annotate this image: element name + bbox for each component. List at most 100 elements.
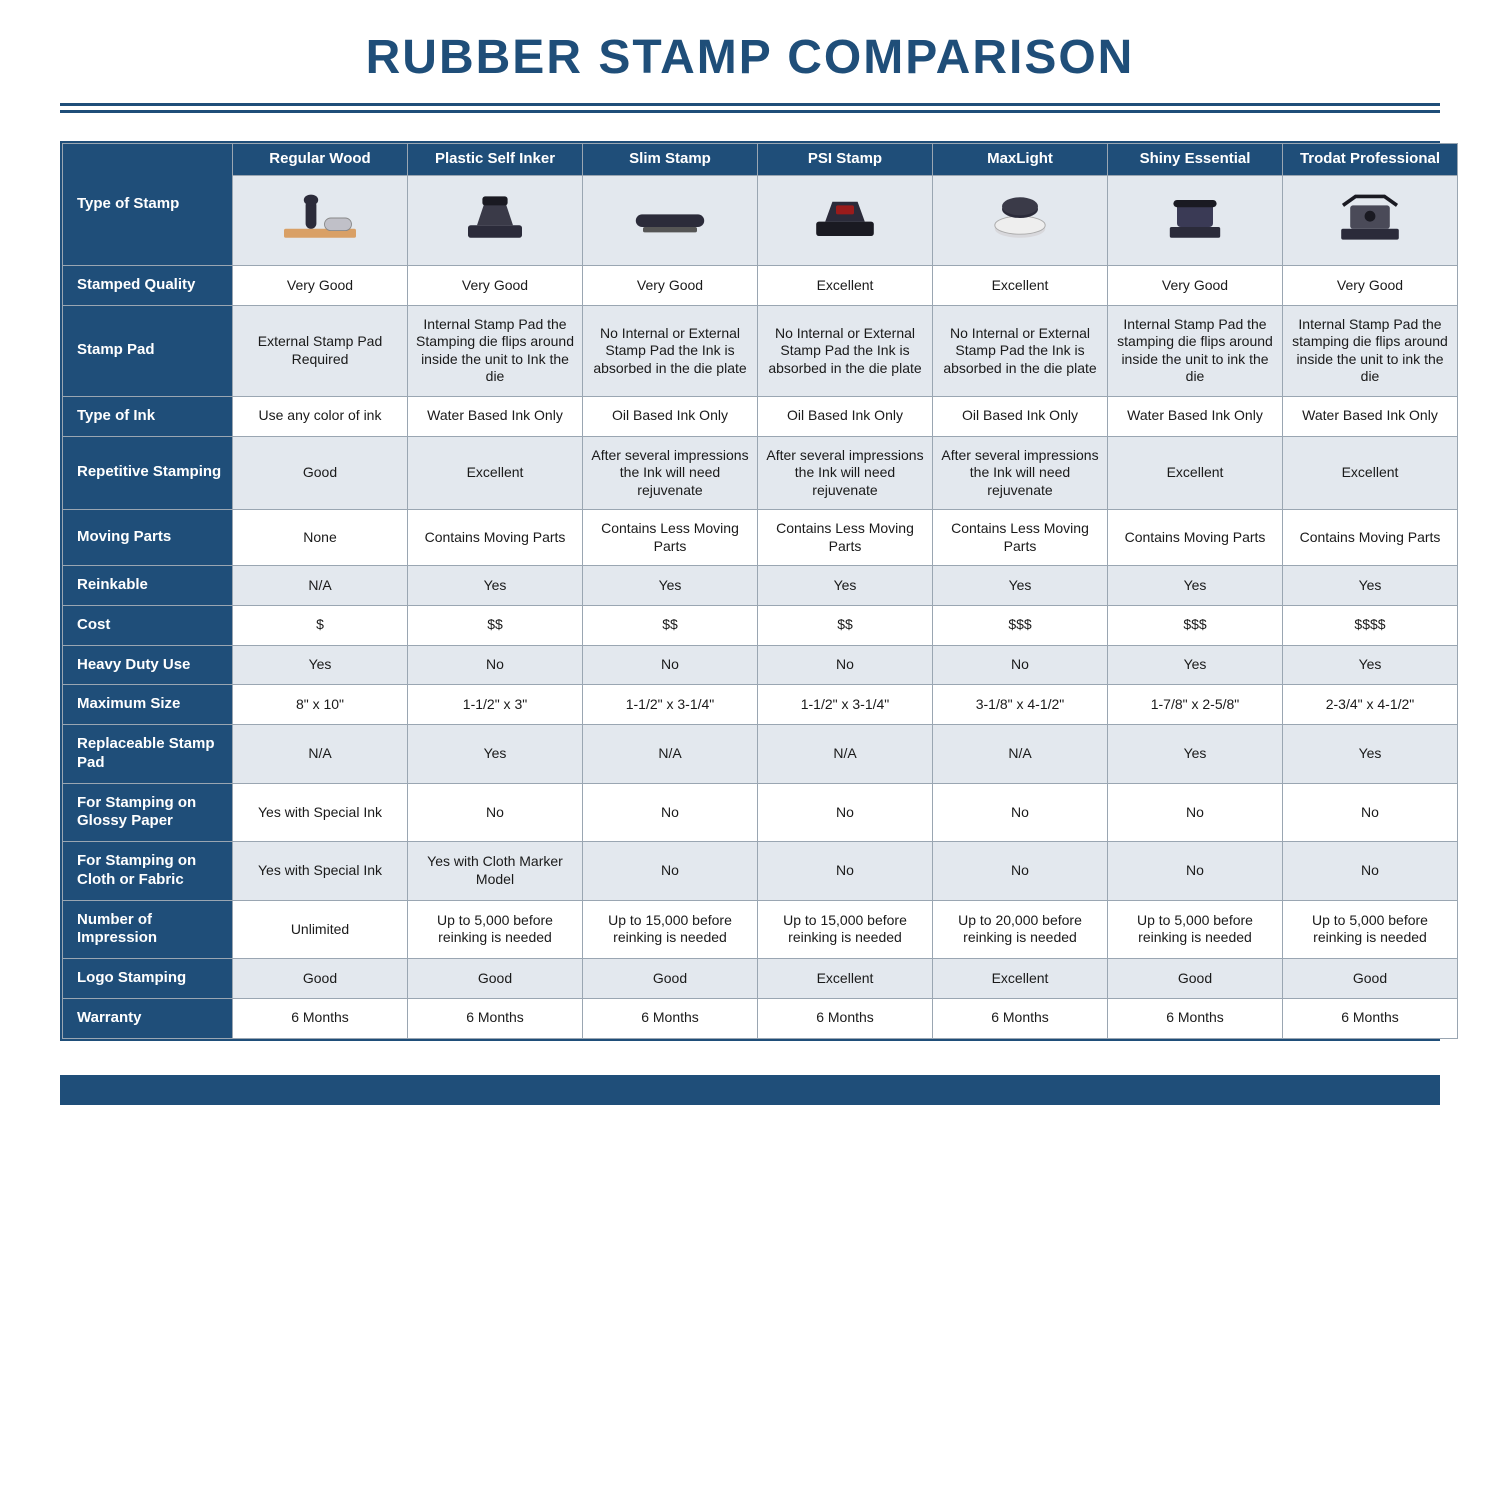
table-row: Type of InkUse any color of inkWater Bas… (63, 396, 1458, 436)
table-cell: Yes (1283, 645, 1458, 685)
table-cell: $$$ (933, 605, 1108, 645)
table-cell: No Internal or External Stamp Pad the In… (933, 305, 1108, 396)
table-cell: Yes (1108, 566, 1283, 606)
table-cell: Contains Moving Parts (1108, 510, 1283, 566)
table-cell: Good (233, 959, 408, 999)
table-cell: 6 Months (933, 998, 1108, 1038)
table-row: Stamped QualityVery GoodVery GoodVery Go… (63, 266, 1458, 306)
header-row: Type of Stamp Regular Wood Plastic Self … (63, 144, 1458, 176)
table-cell: No Internal or External Stamp Pad the In… (583, 305, 758, 396)
stamp-image-cell (583, 176, 758, 266)
table-cell: No (758, 842, 933, 901)
table-cell: 6 Months (1283, 998, 1458, 1038)
col-header: Shiny Essential (1108, 144, 1283, 176)
table-cell: 8" x 10" (233, 685, 408, 725)
table-cell: Up to 5,000 before reinking is needed (1108, 900, 1283, 959)
table-cell: $$ (583, 605, 758, 645)
trodat-professional-icon (1325, 235, 1415, 251)
table-cell: Very Good (583, 266, 758, 306)
table-row: Moving PartsNoneContains Moving PartsCon… (63, 510, 1458, 566)
table-row: Maximum Size8" x 10"1-1/2" x 3"1-1/2" x … (63, 685, 1458, 725)
table-cell: Yes (1283, 566, 1458, 606)
table-cell: N/A (233, 725, 408, 784)
table-cell: Yes (583, 566, 758, 606)
maxlight-stamp-icon (975, 235, 1065, 251)
table-cell: N/A (233, 566, 408, 606)
table-cell: $$ (758, 605, 933, 645)
table-cell: No (758, 783, 933, 842)
table-cell: Good (1283, 959, 1458, 999)
bottom-bar (60, 1075, 1440, 1105)
table-cell: Excellent (1108, 436, 1283, 510)
table-cell: No (1283, 783, 1458, 842)
table-cell: N/A (933, 725, 1108, 784)
table-cell: Water Based Ink Only (1283, 396, 1458, 436)
table-cell: No (408, 783, 583, 842)
table-cell: Unlimited (233, 900, 408, 959)
col-header: MaxLight (933, 144, 1108, 176)
table-cell: 6 Months (758, 998, 933, 1038)
stamp-image-cell (933, 176, 1108, 266)
table-head: Type of Stamp Regular Wood Plastic Self … (63, 144, 1458, 266)
row-header: For Stamping on Glossy Paper (63, 783, 233, 842)
table-cell: Excellent (758, 266, 933, 306)
table-cell: $$$ (1108, 605, 1283, 645)
table-cell: Internal Stamp Pad the stamping die flip… (1108, 305, 1283, 396)
table-cell: Water Based Ink Only (1108, 396, 1283, 436)
table-cell: 6 Months (1108, 998, 1283, 1038)
comparison-table-wrap: Type of Stamp Regular Wood Plastic Self … (60, 141, 1440, 1041)
table-cell: No (933, 842, 1108, 901)
table-cell: Oil Based Ink Only (933, 396, 1108, 436)
col-header: Slim Stamp (583, 144, 758, 176)
table-row: Logo StampingGoodGoodGoodExcellentExcell… (63, 959, 1458, 999)
shiny-essential-icon (1150, 235, 1240, 251)
table-row: For Stamping on Glossy PaperYes with Spe… (63, 783, 1458, 842)
table-cell: 1-1/2" x 3-1/4" (583, 685, 758, 725)
table-row: Number of ImpressionUnlimited Up to 5,000… (63, 900, 1458, 959)
table-cell: After several impressions the Ink will n… (758, 436, 933, 510)
col-header: Regular Wood (233, 144, 408, 176)
table-cell: After several impressions the Ink will n… (583, 436, 758, 510)
table-cell: Oil Based Ink Only (583, 396, 758, 436)
table-cell: No (1283, 842, 1458, 901)
table-cell: Contains Less Moving Parts (758, 510, 933, 566)
table-row: For Stamping on Cloth or FabricYes with … (63, 842, 1458, 901)
table-cell: N/A (758, 725, 933, 784)
table-cell: Good (583, 959, 758, 999)
table-row: Warranty6 Months6 Months6 Months6 Months… (63, 998, 1458, 1038)
comparison-table: Type of Stamp Regular Wood Plastic Self … (62, 143, 1458, 1039)
row-header: Maximum Size (63, 685, 233, 725)
table-cell: Yes (758, 566, 933, 606)
table-cell: Contains Less Moving Parts (933, 510, 1108, 566)
table-cell: No Internal or External Stamp Pad the In… (758, 305, 933, 396)
table-cell: No (408, 645, 583, 685)
table-cell: Excellent (758, 959, 933, 999)
table-cell: No (758, 645, 933, 685)
row-header: Repetitive Stamping (63, 436, 233, 510)
table-cell: Up to 15,000 before reinking is needed (758, 900, 933, 959)
table-cell: Good (1108, 959, 1283, 999)
type-of-stamp-header: Type of Stamp (63, 144, 233, 266)
table-cell: 6 Months (583, 998, 758, 1038)
row-header: Number of Impression (63, 900, 233, 959)
table-cell: Excellent (933, 266, 1108, 306)
stamp-image-cell (233, 176, 408, 266)
table-cell: No (583, 783, 758, 842)
table-cell: Water Based Ink Only (408, 396, 583, 436)
table-cell: No (1108, 842, 1283, 901)
table-cell: Yes with Special Ink (233, 783, 408, 842)
table-row: ReinkableN/AYesYesYesYesYesYes (63, 566, 1458, 606)
table-cell: 6 Months (233, 998, 408, 1038)
table-cell: Contains Moving Parts (1283, 510, 1458, 566)
table-cell: None (233, 510, 408, 566)
page: RUBBER STAMP COMPARISON Type of Stamp Re… (0, 0, 1500, 1145)
table-row: Replaceable Stamp PadN/AYesN/AN/AN/AYesY… (63, 725, 1458, 784)
table-cell: Yes with Special Ink (233, 842, 408, 901)
image-row (63, 176, 1458, 266)
self-inker-icon (450, 235, 540, 251)
table-cell: N/A (583, 725, 758, 784)
stamp-image-cell (408, 176, 583, 266)
table-cell: Yes (1108, 725, 1283, 784)
table-cell: $$$$ (1283, 605, 1458, 645)
row-header: Cost (63, 605, 233, 645)
